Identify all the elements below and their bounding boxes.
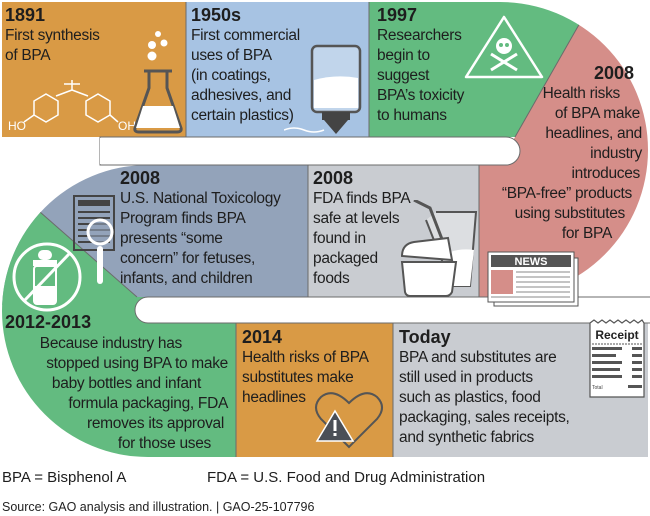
event-text: introduces bbox=[571, 165, 640, 182]
event-text: Program finds BPA bbox=[120, 210, 246, 227]
event-2012-2013: Because industry has stopped using BPA t… bbox=[5, 334, 229, 454]
event-text: concern” for fetuses, bbox=[120, 250, 255, 267]
event-text: stopped using BPA to make bbox=[46, 355, 228, 372]
event-text: Researchers bbox=[377, 27, 462, 44]
event-text: baby bottles and infant bbox=[51, 375, 201, 392]
event-text: to humans bbox=[377, 107, 447, 124]
event-text: removes its approval bbox=[86, 415, 224, 432]
event-text: packaged bbox=[313, 250, 378, 267]
svg-text:HO: HO bbox=[8, 119, 26, 133]
event-text: and synthetic fabrics bbox=[399, 429, 534, 446]
event-text: Health risks of BPA bbox=[242, 349, 369, 366]
event-text: of BPA make bbox=[554, 105, 640, 122]
toxic-warning-icon bbox=[464, 15, 544, 79]
bpa-molecule-icon: HO OH bbox=[8, 80, 136, 133]
event-text: “BPA-free” products bbox=[501, 185, 632, 202]
glue-bottle-icon bbox=[284, 44, 362, 134]
event-1950s: 1950s First commercial uses of BPA (in c… bbox=[191, 5, 300, 126]
event-year: 2012-2013 bbox=[5, 312, 92, 332]
event-text: safe at levels bbox=[313, 210, 400, 227]
event-year: 2014 bbox=[242, 327, 283, 347]
event-text: (in coatings, bbox=[191, 67, 271, 84]
event-text: suggest bbox=[377, 67, 430, 84]
event-text: packaging, sales receipts, bbox=[399, 409, 570, 426]
event-text: substitutes make bbox=[242, 369, 354, 386]
event-year: 1997 bbox=[377, 5, 418, 25]
event-2008-ntp: 2008 U.S. National Toxicology Program fi… bbox=[120, 168, 281, 289]
event-text: BPA’s toxicity bbox=[377, 87, 465, 104]
event-text: industry bbox=[590, 145, 642, 162]
event-year: 1891 bbox=[5, 5, 46, 25]
segment-2014 bbox=[236, 305, 393, 457]
event-text: headlines bbox=[242, 389, 306, 406]
svg-text:Receipt: Receipt bbox=[595, 328, 638, 342]
top-channel bbox=[99, 136, 521, 166]
timeline-snake-shape bbox=[2, 2, 650, 457]
event-today: Today BPA and substitutes are still used… bbox=[399, 327, 570, 448]
event-year: Today bbox=[399, 327, 451, 347]
segment-2008-headlines bbox=[479, 2, 648, 305]
event-year: 1950s bbox=[191, 5, 242, 25]
event-text: U.S. National Toxicology bbox=[120, 190, 281, 207]
event-text: headlines, and bbox=[545, 125, 642, 142]
svg-text:OH: OH bbox=[118, 119, 136, 133]
event-text: adhesives, and bbox=[191, 87, 292, 104]
segment-2012-2013 bbox=[2, 170, 236, 457]
event-text: still used in products bbox=[399, 369, 533, 386]
event-text: certain plastics) bbox=[191, 107, 294, 124]
event-text: Because industry has bbox=[39, 335, 183, 352]
flask-icon bbox=[133, 31, 183, 134]
heart-warning-icon bbox=[315, 392, 383, 449]
event-text: such as plastics, food bbox=[399, 389, 541, 406]
newspaper-icon: NEWS bbox=[487, 251, 579, 307]
event-text: for BPA bbox=[561, 225, 612, 242]
bpa-definition: BPA = Bisphenol A bbox=[2, 469, 127, 486]
svg-text:Total: Total bbox=[592, 385, 603, 391]
event-1997: 1997 Researchers begin to suggest BPA’s … bbox=[377, 5, 464, 126]
event-2008-fda: 2008 FDA finds BPA safe at levels found … bbox=[313, 168, 411, 289]
event-year: 2008 bbox=[120, 168, 161, 188]
event-text: First commercial bbox=[191, 27, 300, 44]
receipt-icon: Receipt Total bbox=[589, 319, 645, 398]
event-text: presents “some bbox=[120, 230, 223, 247]
event-text: foods bbox=[313, 270, 350, 287]
event-text: uses of BPA bbox=[191, 47, 272, 64]
event-text: First synthesis bbox=[5, 27, 100, 44]
event-2012-2013-title: 2012-2013 bbox=[5, 312, 91, 333]
event-year: 2008 bbox=[593, 63, 634, 83]
source-note: Source: GAO analysis and illustration. |… bbox=[2, 500, 315, 514]
event-text: infants, and children bbox=[120, 270, 253, 287]
event-text: begin to bbox=[377, 47, 430, 64]
event-text: FDA finds BPA bbox=[313, 190, 411, 207]
no-baby-bottle-icon bbox=[12, 242, 82, 312]
event-text: of BPA bbox=[5, 47, 51, 64]
svg-text:NEWS: NEWS bbox=[515, 256, 548, 268]
event-text: for those uses bbox=[117, 435, 211, 452]
event-text: Health risks bbox=[542, 85, 621, 102]
event-text: BPA and substitutes are bbox=[399, 349, 557, 366]
document-magnifier-icon bbox=[73, 195, 115, 284]
event-2014: 2014 Health risks of BPA substitutes mak… bbox=[242, 327, 369, 408]
fda-definition: FDA = U.S. Food and Drug Administration bbox=[207, 469, 486, 486]
event-text: formula packaging, FDA bbox=[68, 395, 228, 412]
event-text: found in bbox=[313, 230, 366, 247]
event-text: using substitutes bbox=[514, 205, 626, 222]
event-2008-headlines: 2008 Health risks of BPA make headlines,… bbox=[472, 63, 642, 244]
food-container-cup-icon bbox=[400, 200, 478, 297]
segment-1997 bbox=[369, 2, 593, 137]
event-year: 2008 bbox=[313, 168, 354, 188]
event-1891: 1891 First synthesis of BPA bbox=[5, 5, 100, 66]
